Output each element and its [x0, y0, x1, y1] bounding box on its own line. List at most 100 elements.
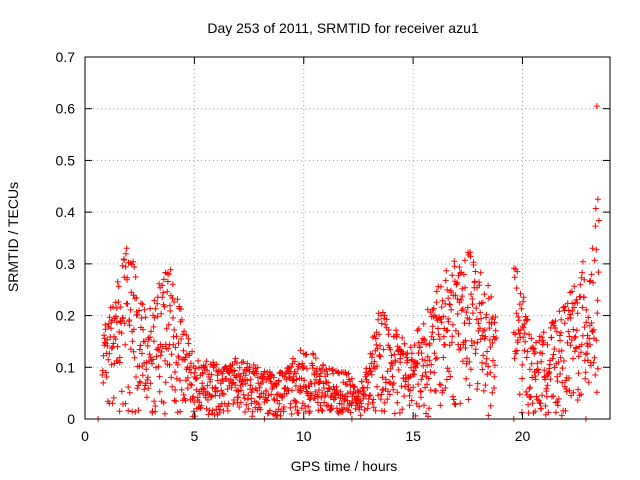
data-point — [238, 387, 245, 394]
data-point — [557, 354, 564, 361]
data-point — [147, 380, 154, 387]
data-point — [131, 354, 138, 361]
data-point — [453, 281, 460, 287]
data-point — [569, 300, 576, 307]
data-point — [381, 315, 388, 322]
data-point — [590, 326, 597, 333]
data-point — [395, 366, 402, 373]
data-point — [262, 394, 269, 401]
data-point — [424, 381, 430, 388]
data-point — [154, 300, 161, 307]
data-point — [248, 389, 255, 396]
data-point — [577, 281, 584, 288]
data-point — [220, 391, 227, 398]
data-point — [573, 296, 580, 303]
data-point — [484, 348, 491, 355]
data-point — [571, 348, 578, 355]
data-point — [411, 342, 418, 349]
data-point — [182, 397, 189, 404]
data-point — [561, 320, 568, 327]
data-point — [455, 341, 462, 348]
data-point — [270, 374, 277, 381]
data-point — [525, 401, 532, 408]
data-point — [139, 301, 146, 308]
data-point — [459, 358, 466, 365]
data-point — [424, 353, 431, 360]
data-point — [321, 385, 327, 391]
plot-frame — [84, 56, 611, 420]
data-point — [521, 321, 528, 327]
data-point — [433, 288, 440, 295]
data-point — [106, 350, 113, 357]
data-point — [316, 379, 323, 386]
data-point — [104, 336, 111, 343]
data-point — [209, 407, 216, 414]
data-point — [325, 379, 332, 386]
data-point — [369, 351, 376, 358]
data-point — [408, 356, 415, 363]
data-point — [322, 392, 329, 398]
data-point — [348, 375, 355, 382]
data-point — [115, 299, 122, 305]
data-point — [486, 325, 493, 332]
data-point — [425, 413, 432, 420]
data-point — [156, 373, 163, 380]
data-point — [373, 341, 380, 348]
data-point — [169, 383, 176, 390]
data-point — [514, 268, 521, 275]
data-point — [203, 405, 210, 412]
data-point — [126, 322, 133, 329]
data-point — [245, 392, 252, 399]
data-point — [203, 358, 210, 365]
data-point — [360, 395, 367, 402]
data-points — [95, 103, 602, 422]
data-point — [131, 264, 138, 270]
data-point — [180, 391, 187, 398]
data-point — [372, 335, 379, 342]
data-point — [493, 334, 500, 341]
data-point — [172, 387, 179, 393]
data-point — [264, 397, 271, 404]
data-point — [118, 330, 125, 336]
data-point — [444, 365, 451, 372]
data-point — [423, 341, 430, 348]
data-point — [122, 250, 129, 257]
data-point — [345, 370, 352, 377]
data-point — [418, 394, 424, 401]
data-point — [567, 311, 574, 318]
data-point — [308, 392, 315, 399]
data-point — [584, 350, 591, 357]
data-point — [314, 393, 321, 400]
data-point — [207, 376, 214, 383]
data-point — [190, 393, 197, 400]
data-point — [437, 283, 444, 290]
data-point — [167, 307, 174, 314]
data-point — [407, 387, 414, 394]
data-point — [374, 383, 381, 390]
data-point — [227, 376, 234, 383]
data-point — [554, 378, 561, 385]
data-point — [482, 382, 489, 389]
data-point — [560, 358, 567, 364]
data-point — [571, 283, 578, 290]
data-point — [424, 362, 431, 369]
data-point — [451, 400, 458, 407]
data-point — [196, 399, 203, 405]
data-point — [192, 376, 199, 382]
data-point — [279, 394, 286, 401]
data-point — [193, 374, 200, 381]
data-point — [572, 333, 579, 340]
data-point — [483, 311, 490, 318]
data-point — [125, 407, 132, 414]
data-point — [178, 386, 185, 393]
data-point — [164, 288, 171, 295]
data-point — [473, 316, 480, 323]
data-point — [477, 269, 484, 276]
data-point — [116, 359, 123, 366]
data-point — [415, 325, 422, 332]
data-point — [441, 341, 448, 348]
data-point — [582, 369, 589, 376]
data-point — [462, 345, 469, 351]
data-point — [594, 310, 601, 317]
data-point — [309, 365, 316, 372]
